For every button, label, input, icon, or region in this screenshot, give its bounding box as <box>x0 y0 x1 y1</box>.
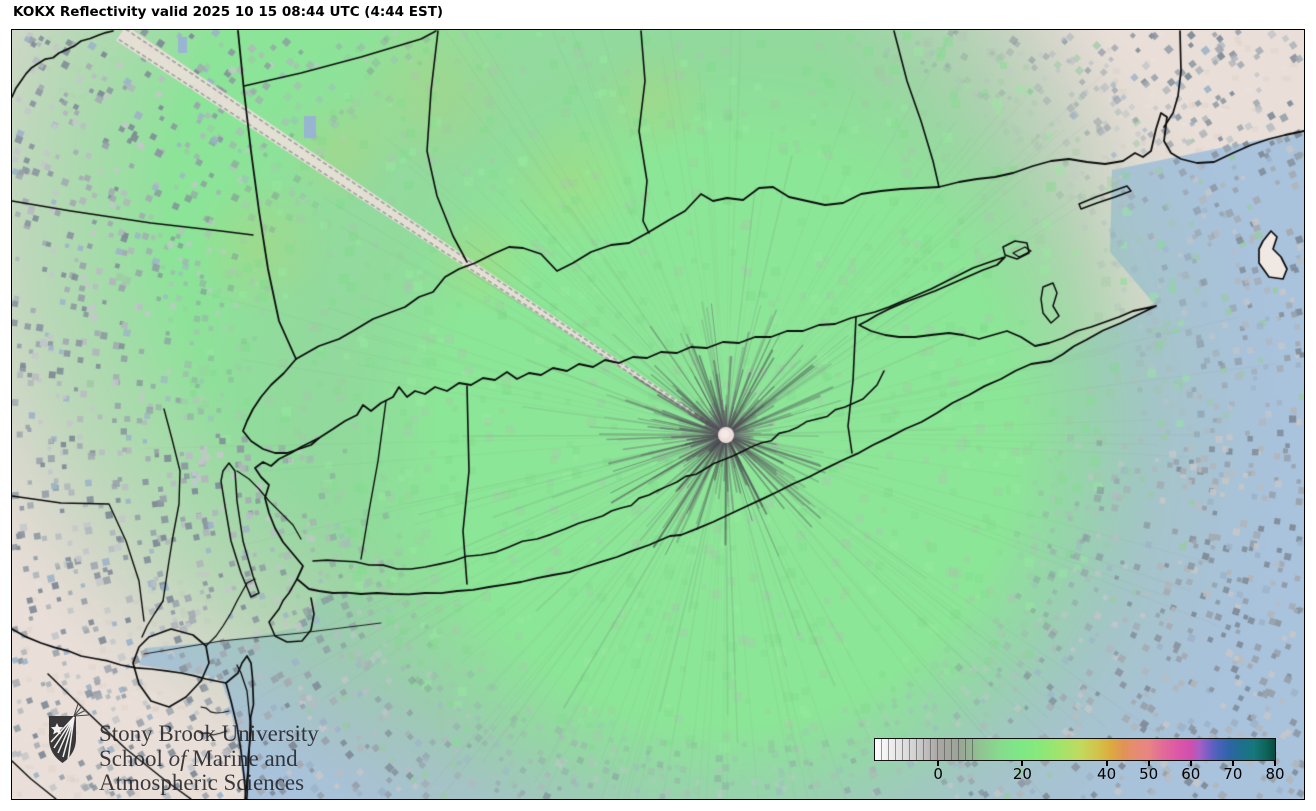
colorbar-tick-label: 80 <box>1265 765 1285 783</box>
colorbar-tick-mark <box>1021 761 1024 766</box>
logo-line-2: School of Marine and <box>99 745 298 771</box>
stony-brook-shield-icon <box>49 703 90 763</box>
somas-logo: Stony Brook University School of Marine … <box>38 702 319 796</box>
colorbar-tick-label: 50 <box>1139 765 1159 783</box>
colorbar-bin-lines <box>875 739 973 760</box>
colorbar-tick-label: 60 <box>1181 765 1201 783</box>
colorbar-tick-mark <box>1105 761 1108 766</box>
colorbar-tick-label: 0 <box>933 765 943 783</box>
colorbar-tick-label: 20 <box>1012 765 1032 783</box>
logo-line-1: Stony Brook University <box>99 721 319 746</box>
reflectivity-colorbar: 0 20 40 50 60 70 80 <box>874 738 1285 794</box>
colorbar-tick-mark <box>1147 761 1150 766</box>
radar-map-canvas <box>12 30 1304 799</box>
colorbar-tick-mark <box>1231 761 1234 766</box>
radar-map-frame: Stony Brook University School of Marine … <box>11 29 1305 800</box>
colorbar-tick-mark <box>1274 761 1276 766</box>
logo-line-3: Atmospheric Sciences <box>99 770 305 795</box>
colorbar-tick-label: 70 <box>1223 765 1243 783</box>
colorbar-tick-mark <box>1189 761 1192 766</box>
colorbar-gradient <box>874 738 1276 761</box>
somas-logo-text: Stony Brook University School of Marine … <box>99 721 319 796</box>
colorbar-tick-mark <box>937 761 940 766</box>
colorbar-tick-label: 40 <box>1097 765 1117 783</box>
page-title: KOKX Reflectivity valid 2025 10 15 08:44… <box>13 4 444 20</box>
